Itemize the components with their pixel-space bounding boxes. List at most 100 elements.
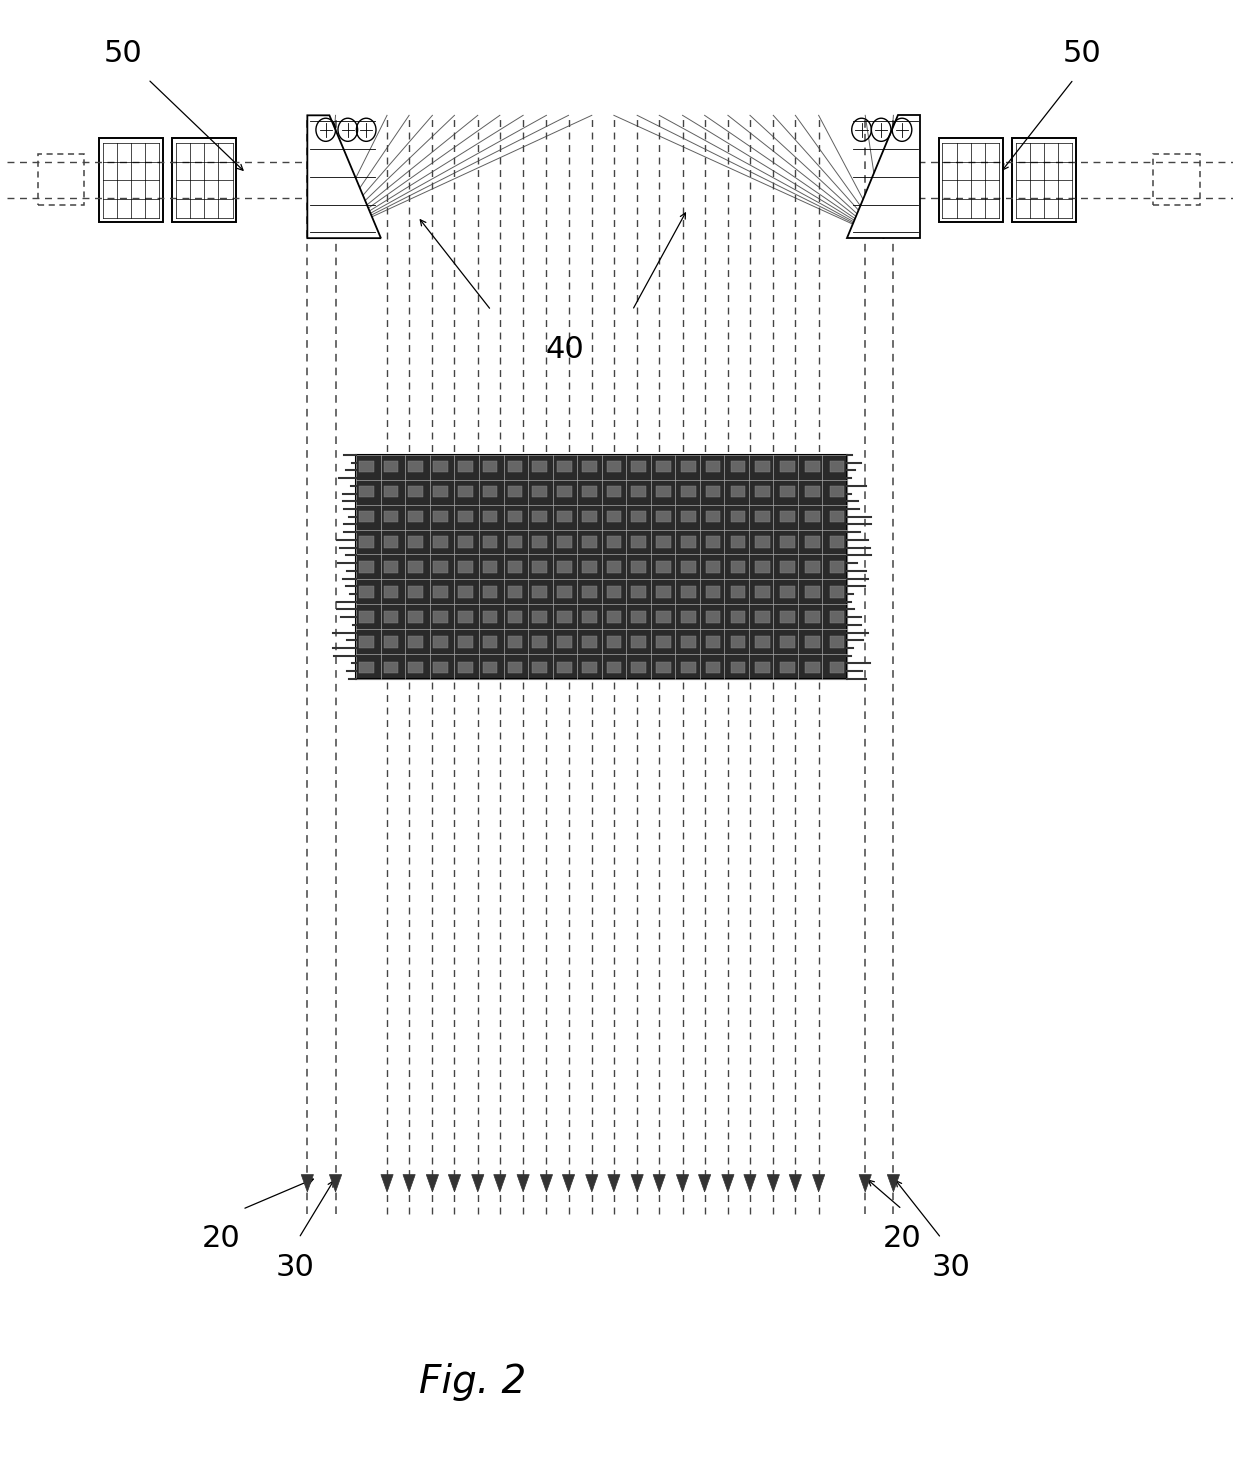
Bar bbox=[507, 636, 522, 648]
Bar bbox=[99, 139, 162, 222]
Bar bbox=[383, 587, 398, 598]
Bar bbox=[681, 535, 696, 547]
Bar bbox=[656, 636, 671, 648]
Polygon shape bbox=[563, 1174, 574, 1192]
Polygon shape bbox=[859, 1174, 872, 1192]
Bar bbox=[482, 461, 497, 473]
Bar bbox=[532, 511, 547, 522]
Bar bbox=[582, 486, 596, 498]
Bar bbox=[755, 535, 770, 547]
Bar bbox=[681, 636, 696, 648]
Bar bbox=[1153, 155, 1200, 204]
Bar bbox=[582, 511, 596, 522]
Text: 50: 50 bbox=[104, 38, 143, 67]
Bar bbox=[358, 511, 373, 522]
Bar bbox=[830, 562, 844, 573]
Bar bbox=[830, 511, 844, 522]
Bar bbox=[780, 661, 795, 673]
Bar bbox=[755, 661, 770, 673]
Bar bbox=[656, 587, 671, 598]
Polygon shape bbox=[698, 1174, 711, 1192]
Text: 40: 40 bbox=[546, 336, 584, 363]
Polygon shape bbox=[744, 1174, 756, 1192]
Bar bbox=[631, 636, 646, 648]
Bar bbox=[656, 461, 671, 473]
Bar bbox=[358, 461, 373, 473]
Bar bbox=[433, 611, 448, 623]
Bar bbox=[356, 455, 847, 678]
Bar bbox=[730, 535, 745, 547]
Bar bbox=[532, 636, 547, 648]
Bar bbox=[755, 636, 770, 648]
Bar bbox=[681, 511, 696, 522]
Bar bbox=[458, 511, 472, 522]
Polygon shape bbox=[301, 1174, 314, 1192]
Bar bbox=[730, 661, 745, 673]
Bar bbox=[482, 535, 497, 547]
Bar bbox=[532, 486, 547, 498]
Polygon shape bbox=[585, 1174, 598, 1192]
Bar bbox=[532, 611, 547, 623]
Bar bbox=[582, 611, 596, 623]
Bar bbox=[706, 461, 720, 473]
Bar bbox=[830, 587, 844, 598]
Bar bbox=[706, 562, 720, 573]
Bar bbox=[383, 535, 398, 547]
Bar bbox=[383, 461, 398, 473]
Bar bbox=[830, 661, 844, 673]
Bar bbox=[458, 611, 472, 623]
Bar bbox=[433, 461, 448, 473]
Bar bbox=[408, 562, 423, 573]
Bar bbox=[582, 636, 596, 648]
Bar bbox=[606, 535, 621, 547]
Polygon shape bbox=[517, 1174, 529, 1192]
Bar bbox=[631, 562, 646, 573]
Bar bbox=[408, 511, 423, 522]
Bar bbox=[805, 511, 820, 522]
Bar bbox=[408, 535, 423, 547]
Bar bbox=[458, 636, 472, 648]
Polygon shape bbox=[330, 1174, 342, 1192]
Bar bbox=[557, 486, 572, 498]
Bar bbox=[458, 461, 472, 473]
Bar bbox=[939, 139, 1003, 222]
Bar bbox=[755, 461, 770, 473]
Bar bbox=[507, 511, 522, 522]
Bar bbox=[656, 562, 671, 573]
Bar bbox=[755, 611, 770, 623]
Bar bbox=[631, 661, 646, 673]
Bar bbox=[606, 661, 621, 673]
Polygon shape bbox=[471, 1174, 484, 1192]
Bar bbox=[532, 535, 547, 547]
Polygon shape bbox=[427, 1174, 439, 1192]
Bar bbox=[582, 587, 596, 598]
Bar bbox=[433, 562, 448, 573]
Bar bbox=[681, 661, 696, 673]
Bar bbox=[172, 139, 237, 222]
Bar bbox=[780, 486, 795, 498]
Bar bbox=[706, 511, 720, 522]
Bar bbox=[656, 535, 671, 547]
Bar bbox=[730, 562, 745, 573]
Bar bbox=[606, 636, 621, 648]
Bar bbox=[830, 535, 844, 547]
Bar bbox=[507, 611, 522, 623]
Bar bbox=[755, 562, 770, 573]
Bar bbox=[681, 611, 696, 623]
Polygon shape bbox=[449, 1174, 460, 1192]
Polygon shape bbox=[608, 1174, 620, 1192]
Bar bbox=[805, 486, 820, 498]
Bar bbox=[681, 587, 696, 598]
Bar bbox=[606, 511, 621, 522]
Bar bbox=[755, 486, 770, 498]
Bar bbox=[631, 486, 646, 498]
Bar bbox=[730, 511, 745, 522]
Bar bbox=[532, 587, 547, 598]
Bar bbox=[433, 486, 448, 498]
Bar bbox=[631, 461, 646, 473]
Bar bbox=[557, 636, 572, 648]
Text: 20: 20 bbox=[883, 1224, 921, 1253]
Bar bbox=[557, 661, 572, 673]
Bar bbox=[755, 511, 770, 522]
Bar bbox=[606, 486, 621, 498]
